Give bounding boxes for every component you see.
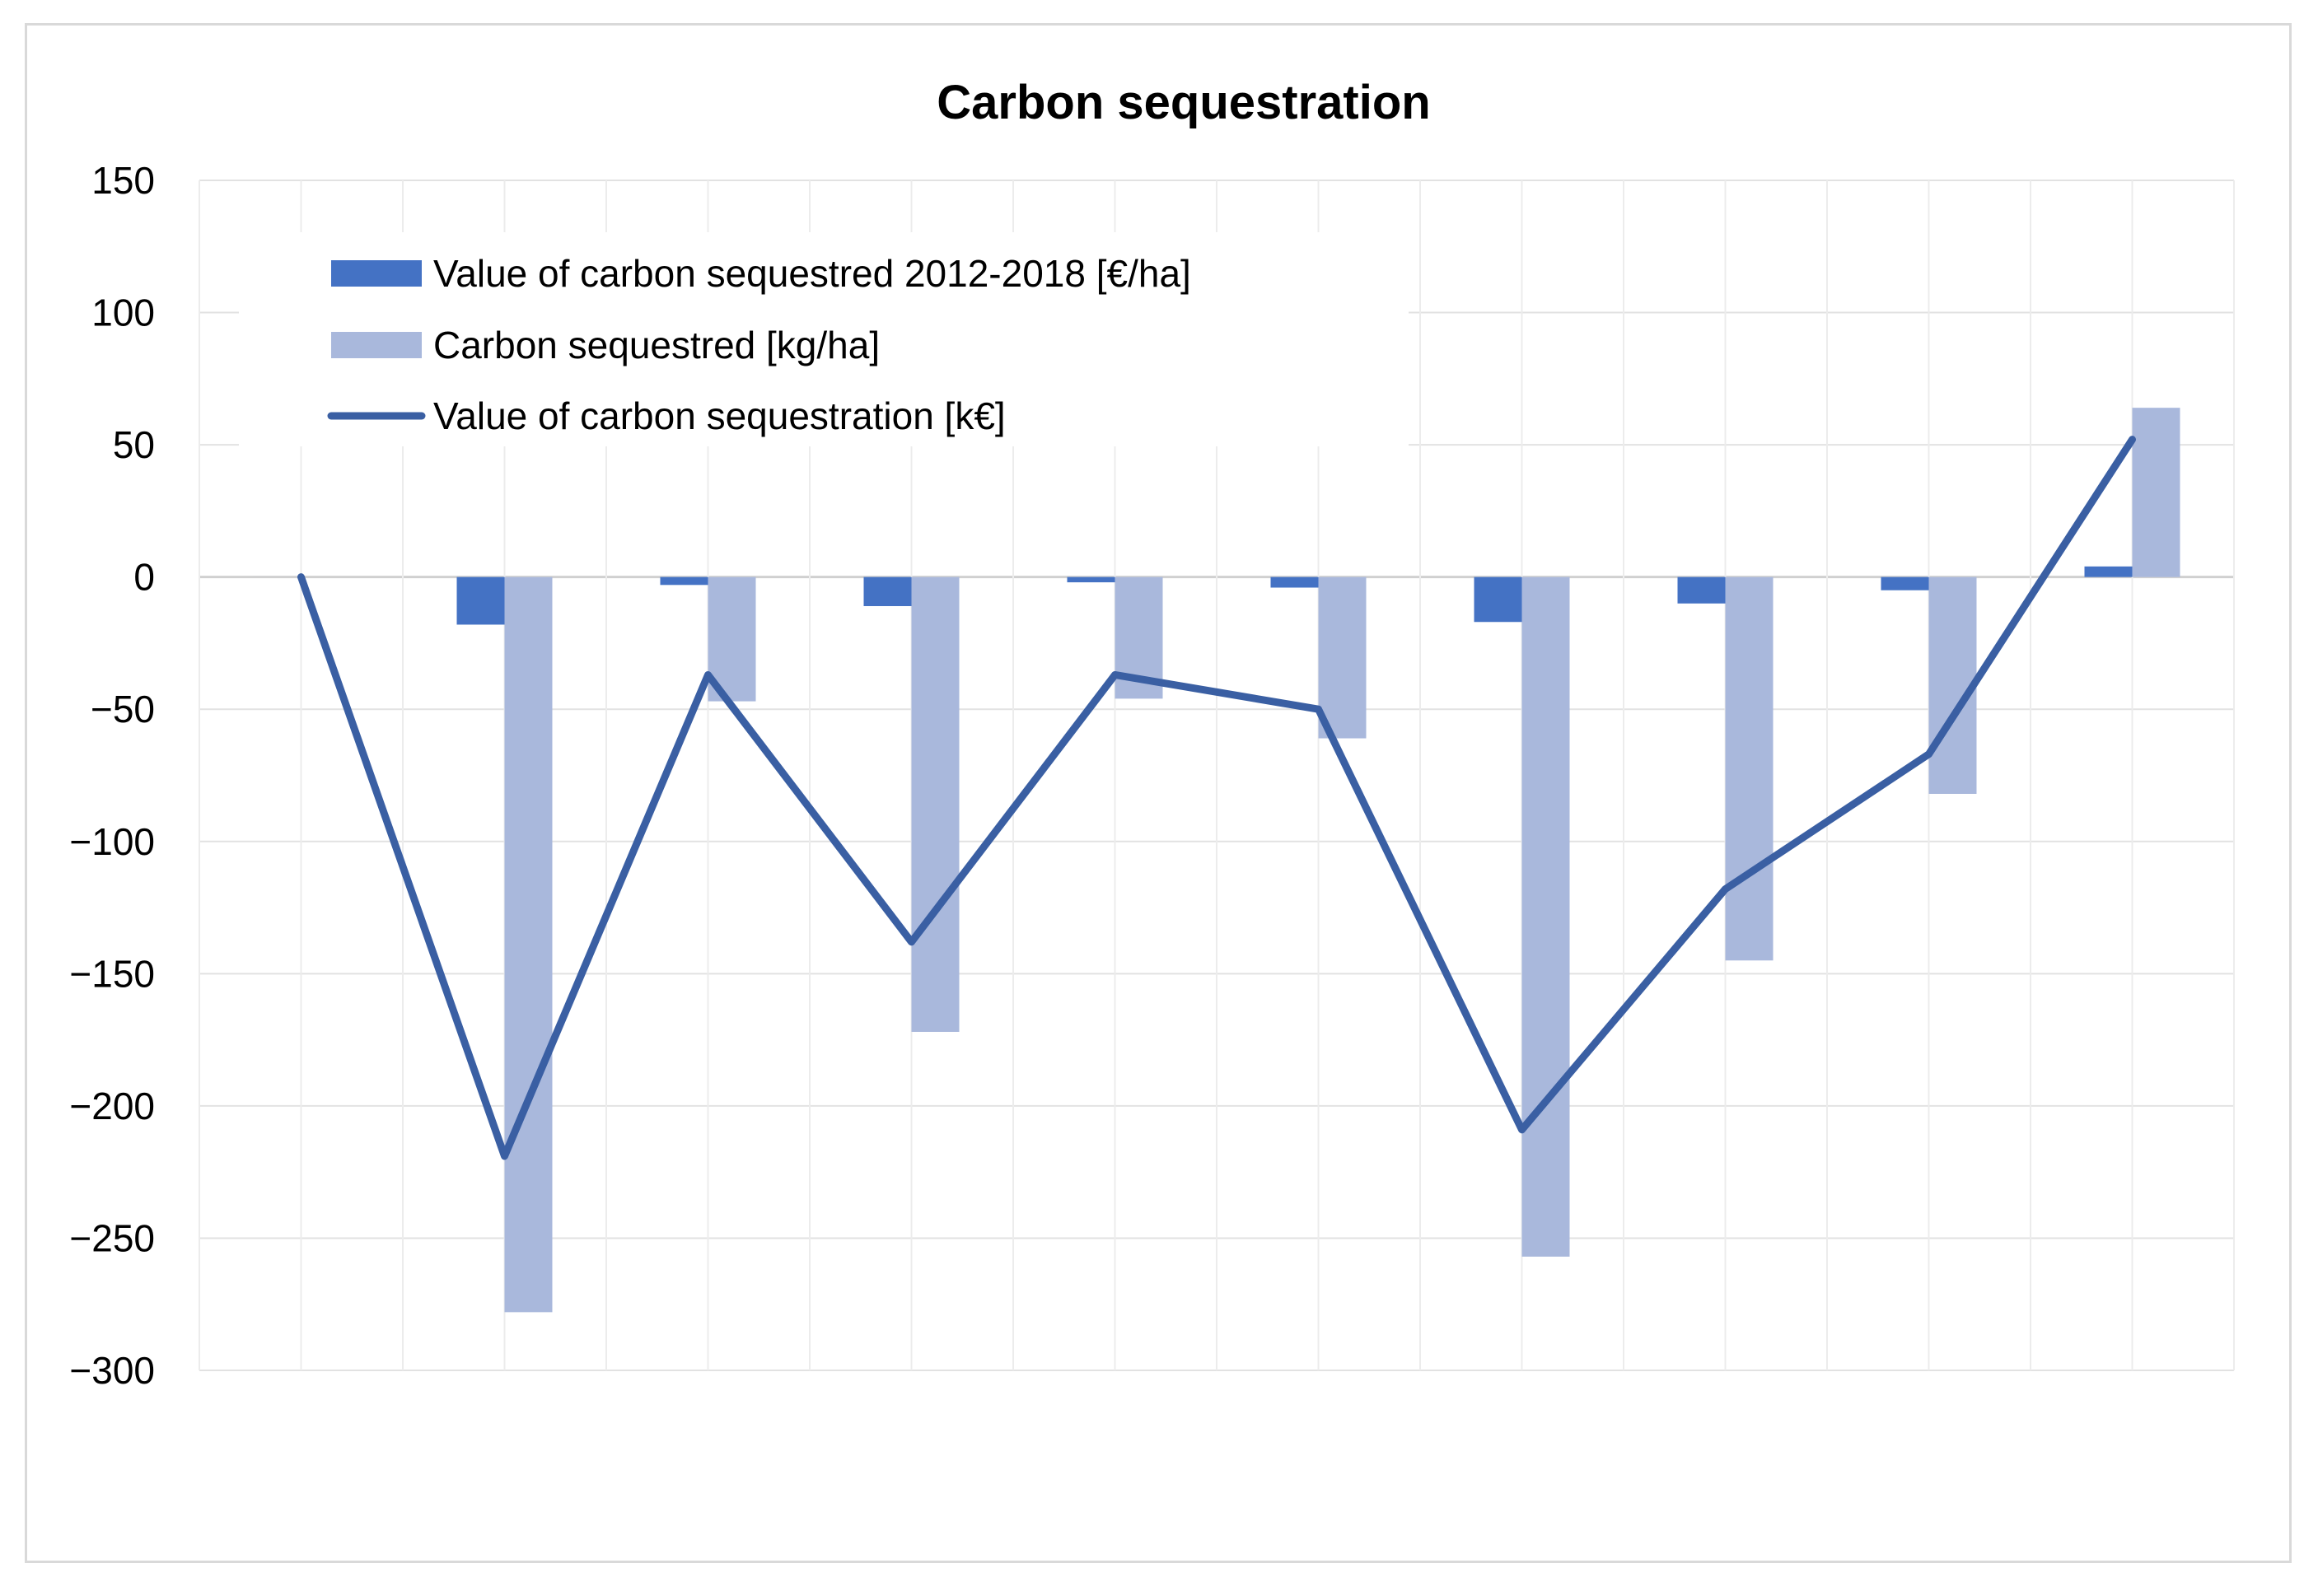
bar-value-eur-per-ha <box>1474 576 1522 623</box>
y-tick-label: −250 <box>69 1216 155 1259</box>
legend-swatch <box>331 332 422 358</box>
bar-value-eur-per-ha <box>1881 576 1929 590</box>
line-value-keur <box>297 436 2136 1160</box>
y-tick-label: −50 <box>91 688 155 730</box>
bar-value-eur-per-ha <box>660 576 708 586</box>
bar-value-eur-per-ha <box>1067 576 1115 583</box>
bar-layer <box>253 408 2180 1313</box>
y-tick-label: 150 <box>91 159 155 202</box>
legend-label: Value of carbon sequestration [k€] <box>433 394 1006 437</box>
y-tick-label: −200 <box>69 1085 155 1127</box>
y-tick-label: −150 <box>69 952 155 995</box>
line-layer <box>297 436 2136 1160</box>
legend-swatch <box>331 260 422 287</box>
bar-value-eur-per-ha <box>2084 566 2133 577</box>
bar-carbon-kg-per-ha <box>504 576 553 1313</box>
bar-carbon-kg-per-ha <box>1318 576 1367 739</box>
bar-carbon-kg-per-ha <box>1725 576 1774 961</box>
y-tick-label: 100 <box>91 292 155 334</box>
y-tick-label: −100 <box>69 820 155 863</box>
legend-label: Value of carbon sequestred 2012-2018 [€/… <box>433 252 1191 295</box>
chart-title: Carbon sequestration <box>937 76 1430 129</box>
legend: Value of carbon sequestred 2012-2018 [€/… <box>239 232 1409 446</box>
legend-label: Carbon sequestred [kg/ha] <box>433 324 880 366</box>
bar-value-eur-per-ha <box>863 576 912 606</box>
bar-carbon-kg-per-ha <box>2132 408 2180 577</box>
bar-value-eur-per-ha <box>1270 576 1319 588</box>
bar-carbon-kg-per-ha <box>1928 576 1977 794</box>
bar-value-eur-per-ha <box>1677 576 1726 604</box>
y-tick-label: −300 <box>69 1349 155 1392</box>
axis-layer: 150 100 50 0 −50 −100 −150 −200 −250 −300 <box>69 159 155 1392</box>
bar-carbon-kg-per-ha <box>911 576 960 1032</box>
legend-background <box>239 232 1409 446</box>
y-tick-label: 0 <box>133 556 155 599</box>
bar-value-eur-per-ha <box>456 576 505 625</box>
y-tick-label: 50 <box>113 423 155 466</box>
bar-carbon-kg-per-ha <box>1521 576 1570 1257</box>
